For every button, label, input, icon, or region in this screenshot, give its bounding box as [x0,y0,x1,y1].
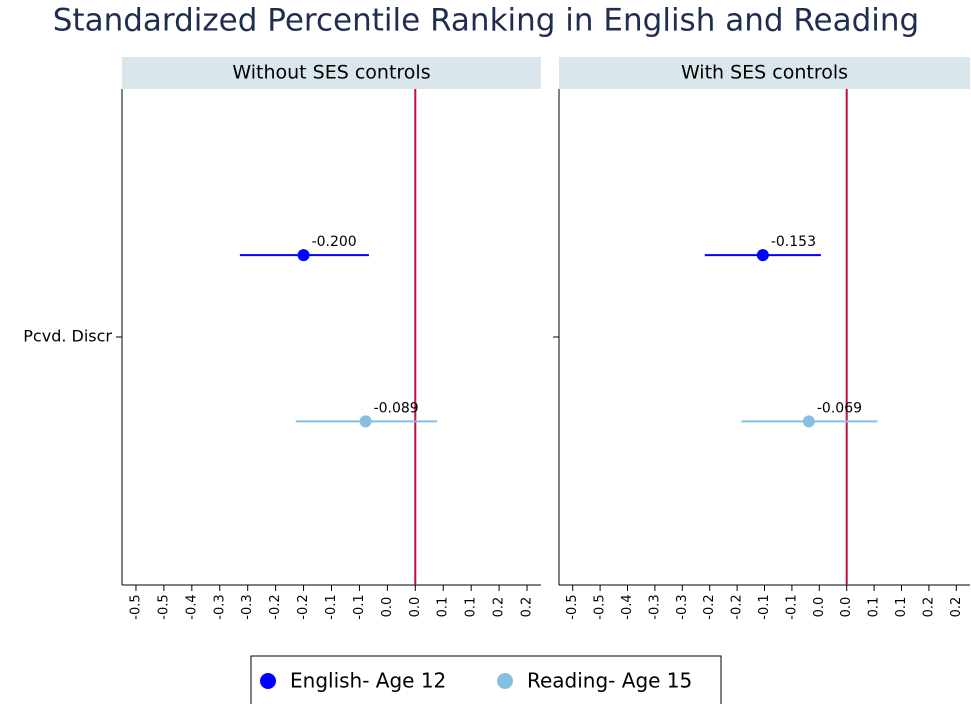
y-tick-label: Pcvd. Discr [23,327,112,346]
panel-title: Without SES controls [232,62,430,84]
point [359,415,372,428]
legend-label: Reading- Age 15 [527,669,692,693]
data-label: -0.200 [312,234,357,250]
point [802,415,815,428]
point [756,249,769,262]
x-tick-label: 0.2 [921,597,936,618]
x-tick-label: 0.2 [949,597,964,618]
x-tick-label: 0.0 [839,597,854,618]
data-label: -0.089 [374,400,419,416]
panel-title: With SES controls [681,62,848,84]
x-tick-label: -0.5 [593,594,608,619]
x-tick-label: -0.5 [565,594,580,619]
legend-marker [497,673,513,689]
point [297,249,310,262]
x-tick-label: -0.2 [730,594,745,619]
panel-header [559,57,970,89]
x-tick-label: -0.2 [296,594,311,619]
x-tick-label: -0.1 [352,594,367,619]
legend-box [250,655,722,704]
x-tick-label: -0.1 [784,594,799,619]
x-tick-label: -0.3 [240,594,255,619]
legend-label: English- Age 12 [290,669,446,693]
x-tick-label: 0.2 [492,597,507,618]
data-label: -0.069 [817,400,862,416]
x-tick-label: -0.2 [268,594,283,619]
x-tick-label: -0.1 [324,594,339,619]
x-tick-label: -0.4 [184,594,199,619]
x-tick-label: -0.4 [620,594,635,619]
x-tick-label: 0.0 [812,597,827,618]
x-tick-label: 0.1 [464,597,479,618]
data-label: -0.153 [771,234,816,250]
chart-title: Standardized Percentile Ranking in Engli… [53,3,919,39]
x-tick-label: -0.2 [702,594,717,619]
x-tick-label: -0.3 [647,594,662,619]
x-tick-label: -0.5 [156,594,171,619]
x-tick-label: 0.1 [867,597,882,618]
panel-header [122,57,541,89]
legend-marker [260,673,276,689]
x-tick-label: 0.0 [380,597,395,618]
x-tick-label: 0.1 [436,597,451,618]
x-tick-label: -0.5 [128,594,143,619]
x-tick-label: -0.3 [675,594,690,619]
x-tick-label: 0.1 [894,597,909,618]
x-tick-label: 0.2 [520,597,535,618]
x-tick-label: -0.1 [757,594,772,619]
x-tick-label: 0.0 [408,597,423,618]
x-tick-label: -0.3 [212,594,227,619]
